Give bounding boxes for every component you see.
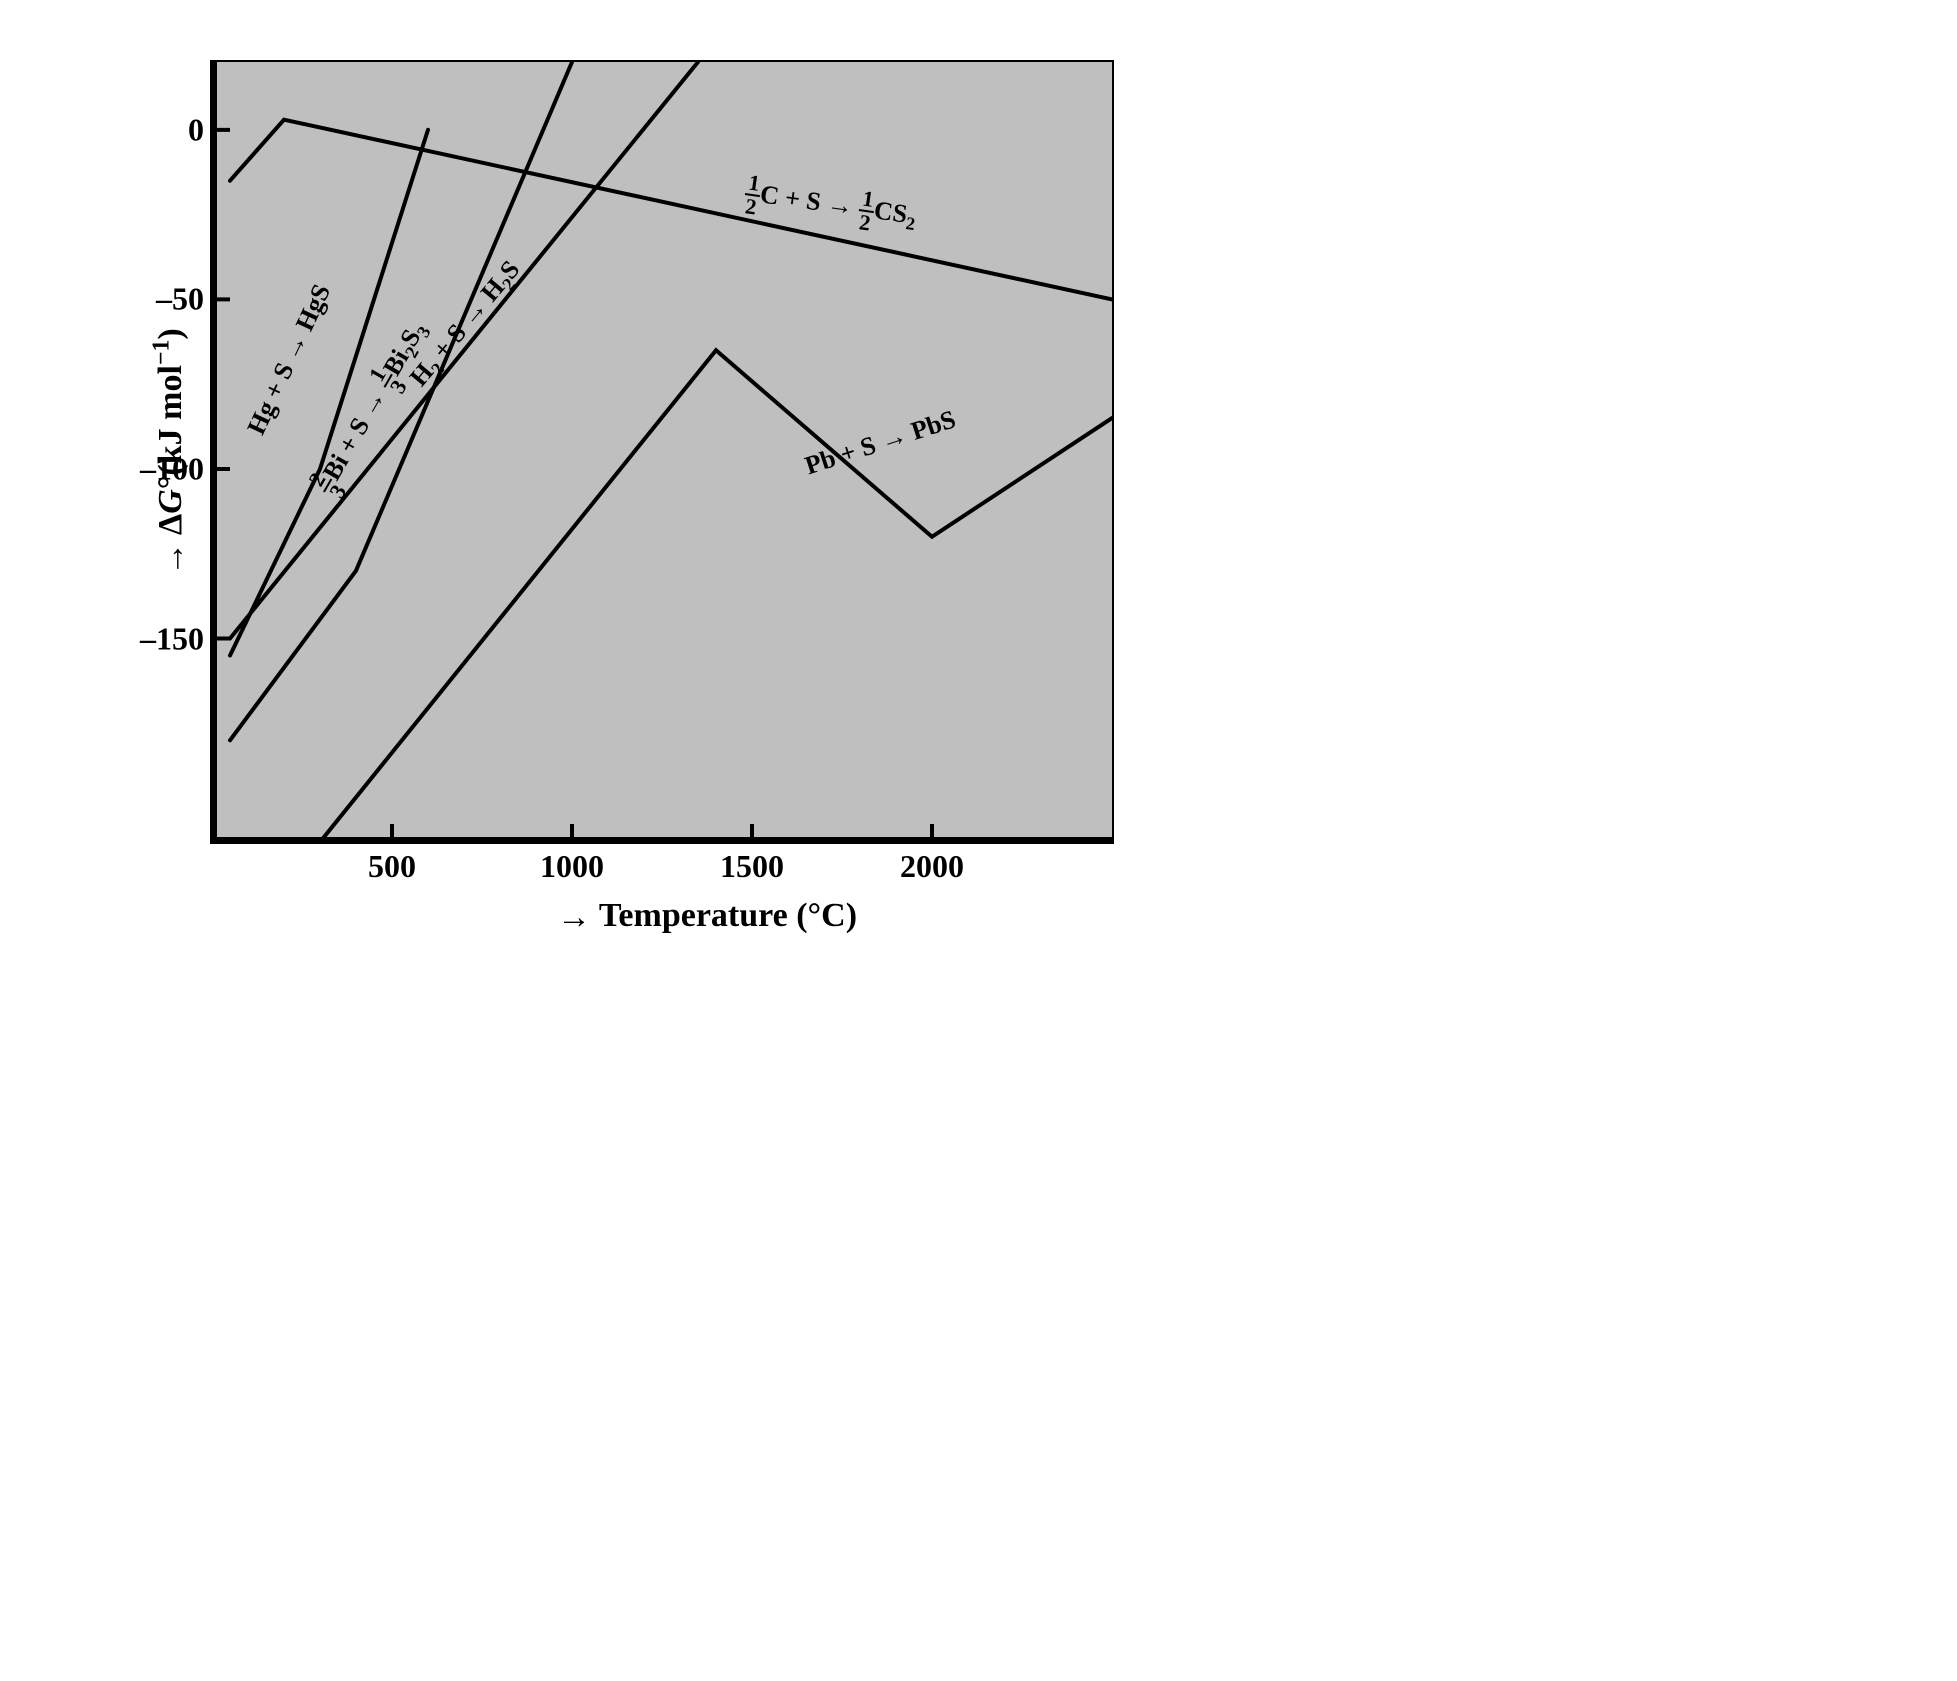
y-axis-arrow-icon: →	[154, 542, 191, 576]
x-axis-arrow-icon: →	[557, 899, 591, 936]
x-tick-3: 2000	[900, 848, 964, 885]
y-tick-0: 0	[188, 111, 204, 148]
x-axis-title: → Temperature (°C)	[557, 897, 857, 937]
series-line-CS2	[230, 120, 1112, 300]
y-tick-1: –50	[156, 281, 204, 318]
ellingham-chart: 0 –50 –100 –150 500 1000 1500 2000 → ΔG°…	[210, 60, 1114, 844]
y-axis-title: → ΔG°(kJ mol−1)	[149, 328, 193, 575]
x-tick-1: 1000	[540, 848, 604, 885]
y-tick-3: –150	[140, 620, 204, 657]
x-tick-2: 1500	[720, 848, 784, 885]
series-line-PbS	[320, 350, 1112, 842]
x-tick-0: 500	[368, 848, 416, 885]
